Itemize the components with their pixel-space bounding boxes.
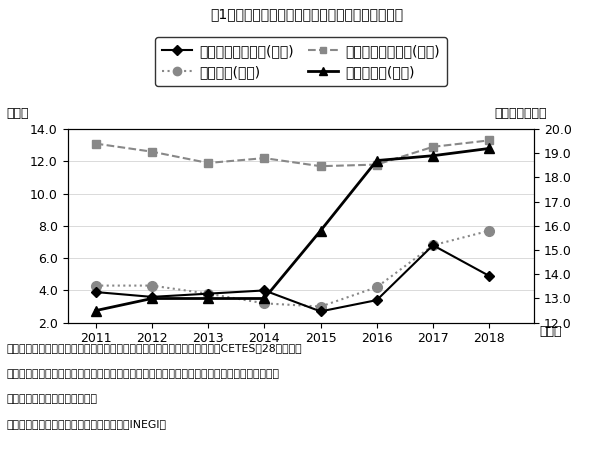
Text: ンバンクなどのローンを除く。: ンバンクなどのローンを除く。	[6, 394, 97, 404]
Text: （年）: （年）	[539, 325, 562, 338]
Text: 図1　インフレ、金利、期中平均為替レートの推移: 図1 インフレ、金利、期中平均為替レートの推移	[211, 7, 403, 21]
Text: （ペソ／ドル）: （ペソ／ドル）	[494, 107, 546, 120]
Text: 回りの期中平均。自動車ローンは商業銀行が扱う自動車ローンの平均金利で、メーカー系列ノ: 回りの期中平均。自動車ローンは商業銀行が扱う自動車ローンの平均金利で、メーカー系…	[6, 369, 279, 379]
Legend: 消費者物価上昇率(左軸), 指標金利(左軸), 自動車ローン金利(左軸), 為替レート(右軸): 消費者物価上昇率(左軸), 指標金利(左軸), 自動車ローン金利(左軸), 為替…	[155, 37, 447, 86]
Text: （％）: （％）	[6, 107, 29, 120]
Text: （出所）中央銀行、国立統計地理情報院（INEGI）: （出所）中央銀行、国立統計地理情報院（INEGI）	[6, 420, 166, 430]
Text: （注）インフレ率は消費者物価指数の前年同月比。指標金利は短期国債（CETES）28日もの利: （注）インフレ率は消費者物価指数の前年同月比。指標金利は短期国債（CETES）2…	[6, 343, 301, 354]
